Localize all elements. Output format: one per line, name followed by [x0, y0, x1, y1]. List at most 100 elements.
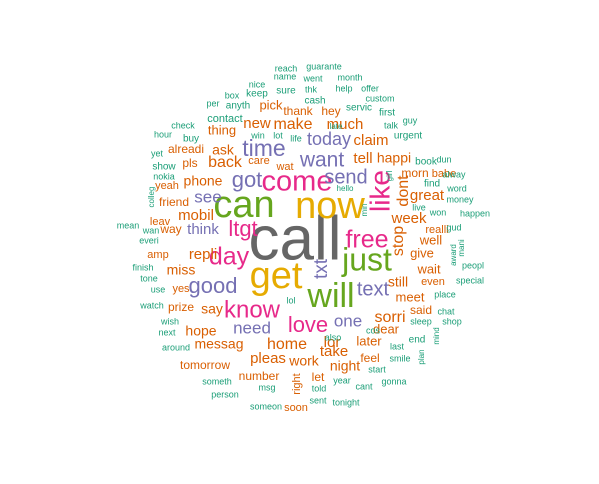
word-repli: repli	[189, 246, 217, 263]
word-thk: thk	[305, 84, 318, 94]
word-prize: prize	[168, 300, 194, 314]
word-someth: someth	[202, 376, 232, 386]
word-alway: alway	[442, 169, 466, 179]
word-person: person	[211, 389, 239, 399]
word-thing: thing	[208, 122, 236, 137]
word-lor: lor	[324, 334, 341, 351]
word-late: late	[330, 122, 343, 131]
word-free: free	[345, 226, 388, 254]
word-one: one	[334, 311, 362, 330]
word-meet: meet	[396, 289, 425, 304]
word-way: way	[159, 222, 181, 236]
word-pls: pls	[182, 156, 197, 170]
word-even: even	[421, 276, 445, 288]
word-see: see	[194, 187, 221, 206]
word-win: win	[250, 130, 265, 140]
word-phone: phone	[184, 173, 223, 189]
word-great: great	[410, 187, 445, 204]
word-colleg: colleg	[147, 187, 156, 208]
word-mobil: mobil	[178, 207, 214, 224]
word-love: love	[288, 312, 328, 337]
word-thank: thank	[283, 104, 313, 118]
word-find: find	[424, 179, 440, 190]
word-wish: wish	[160, 316, 179, 326]
word-guarante: guarante	[306, 61, 342, 71]
word-later: later	[356, 333, 382, 348]
word-dear: dear	[373, 321, 400, 336]
word-tomorrow: tomorrow	[180, 358, 230, 372]
word-servic: servic	[346, 103, 372, 114]
word-chat: chat	[437, 306, 455, 316]
word-send: send	[324, 166, 367, 188]
word-name: name	[274, 71, 297, 81]
word-night: night	[330, 358, 360, 374]
word-show: show	[152, 162, 176, 173]
word-good: good	[189, 273, 238, 298]
word-min: min	[360, 204, 369, 217]
word-wait: wait	[416, 261, 441, 276]
word-ask: ask	[212, 142, 235, 158]
word-start: start	[368, 364, 386, 374]
word-hey: hey	[321, 104, 340, 118]
word-leav: leav	[150, 216, 171, 228]
word-won: won	[429, 207, 447, 217]
word-hour: hour	[154, 129, 172, 139]
word-money: money	[446, 194, 474, 204]
word-home: home	[267, 336, 307, 353]
word-sent: sent	[309, 395, 327, 405]
word-day: day	[209, 243, 250, 271]
word-mani: mani	[457, 239, 466, 257]
word-told: told	[312, 383, 327, 393]
word-year: year	[333, 375, 351, 385]
word-need: need	[233, 318, 271, 337]
word-miss: miss	[167, 262, 196, 278]
word-also: also	[325, 332, 342, 342]
word-happen: happen	[460, 208, 490, 218]
word-yes: yes	[172, 283, 190, 295]
word-today: today	[307, 129, 351, 149]
word-box: box	[225, 90, 240, 100]
word-word: word	[446, 183, 467, 193]
word-babe: babe	[432, 168, 456, 180]
word-know: know	[224, 296, 281, 323]
word-book: book	[415, 157, 438, 168]
word-work: work	[288, 353, 320, 369]
word-morn: morn	[401, 166, 428, 180]
word-right: right	[291, 373, 303, 394]
word-guy: guy	[403, 115, 418, 125]
word-live: live	[412, 202, 426, 212]
word-text: text	[357, 278, 390, 300]
word-back: back	[208, 154, 243, 171]
word-sorri: sorri	[374, 309, 405, 326]
word-got: got	[232, 167, 263, 192]
word-care: care	[248, 155, 269, 167]
word-just: just	[341, 241, 392, 277]
word-peopl: peopl	[462, 260, 484, 270]
word-everi: everi	[139, 235, 159, 245]
word-come: come	[262, 166, 333, 198]
word-pleas: pleas	[250, 350, 286, 367]
word-let: let	[312, 370, 325, 384]
word-check: check	[171, 120, 195, 130]
word-next: next	[158, 327, 176, 337]
word-msg: msg	[258, 382, 275, 392]
word-say: say	[201, 301, 223, 317]
word-week: week	[390, 210, 427, 227]
word-friend: friend	[159, 195, 189, 209]
word-want: want	[299, 149, 345, 172]
word-offer: offer	[361, 83, 379, 93]
word-hope: hope	[185, 323, 216, 339]
word-give: give	[410, 245, 434, 260]
word-mind: mind	[432, 327, 441, 344]
word-stop: stop	[390, 226, 407, 256]
word-txt: txt	[311, 258, 332, 279]
word-someon: someon	[250, 401, 282, 411]
word-urgent: urgent	[394, 131, 423, 142]
word-mean: mean	[117, 220, 140, 230]
word-custom: custom	[365, 93, 394, 103]
word-feel: feel	[360, 351, 379, 365]
word-call: call	[248, 204, 341, 273]
word-around: around	[162, 342, 190, 352]
word-wat: wat	[275, 161, 293, 173]
